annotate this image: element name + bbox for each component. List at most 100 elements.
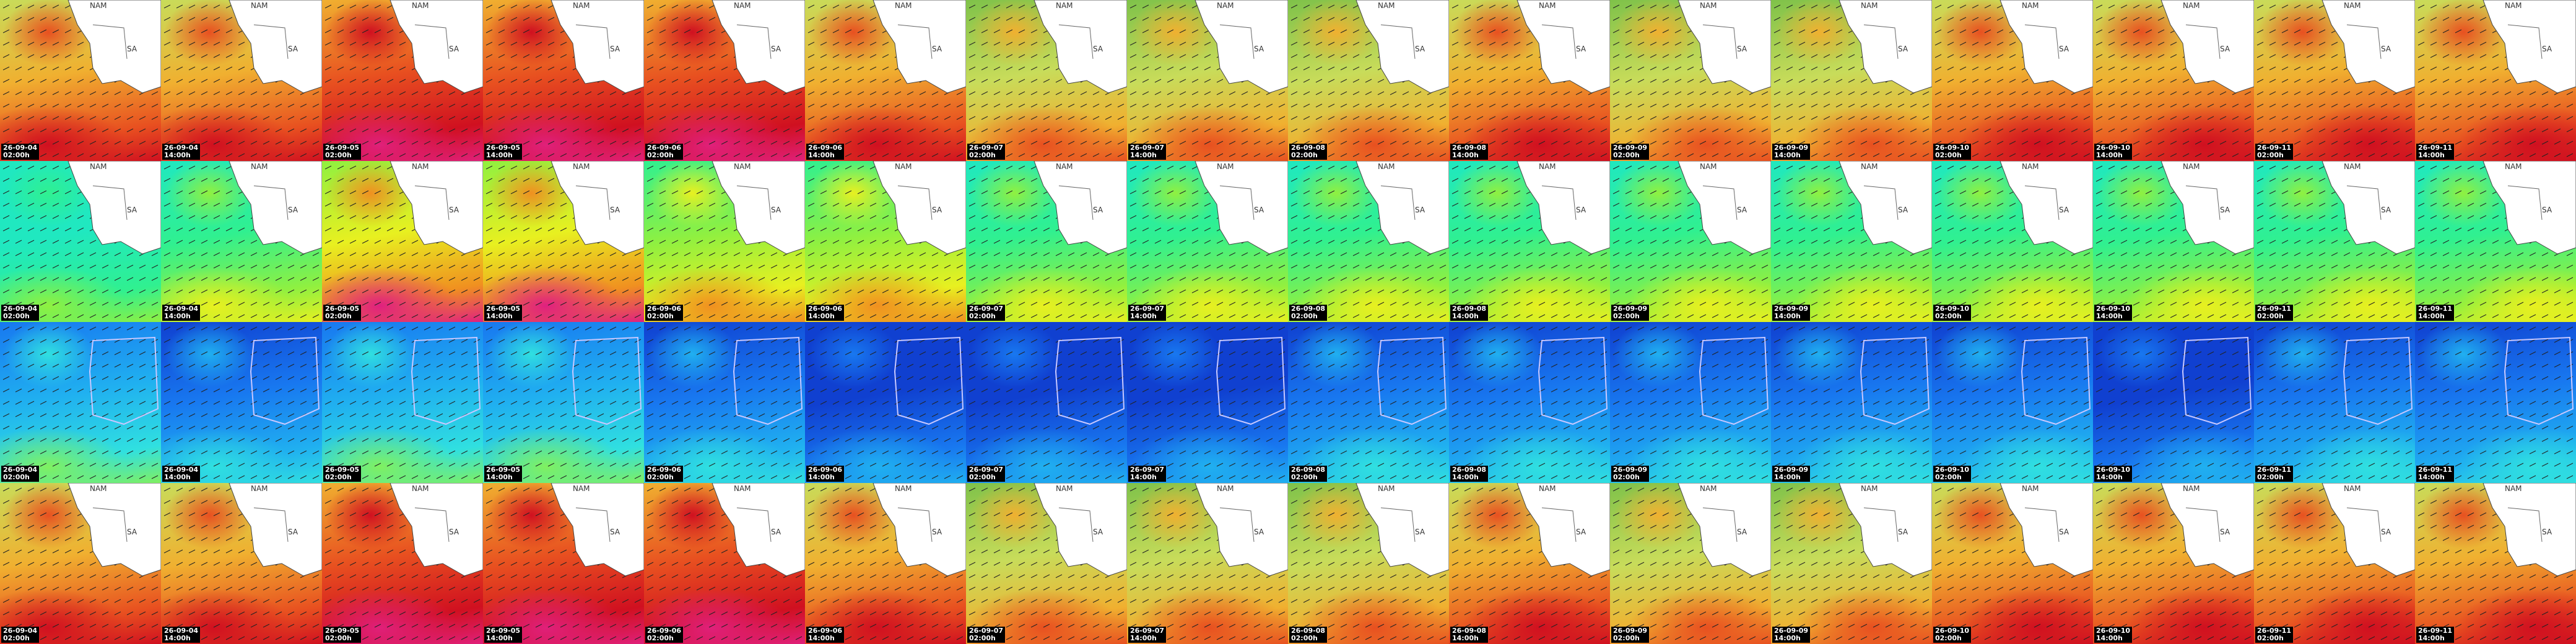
map-panel: NAM SA 26-09-07 14:00h xyxy=(1127,161,1288,322)
country-label: NAM xyxy=(895,1,912,10)
wind-arrows xyxy=(966,322,1127,483)
date-label: 26-09-05 xyxy=(486,466,521,474)
map-overlay xyxy=(0,322,161,483)
timestamp: 26-09-05 02:00h xyxy=(323,627,362,643)
country-label: SA xyxy=(449,528,459,536)
map-panel: 26-09-06 02:00h xyxy=(644,322,805,483)
land xyxy=(1838,0,1932,94)
coastline xyxy=(733,336,803,425)
land xyxy=(1838,161,1932,255)
country-label: NAM xyxy=(2022,162,2039,171)
border xyxy=(2185,24,2221,59)
date-label: 26-09-10 xyxy=(2096,627,2131,635)
border xyxy=(2346,185,2382,220)
map-panel: NAM SA 26-09-08 14:00h xyxy=(1449,0,1610,161)
timestamp: 26-09-09 02:00h xyxy=(1611,144,1650,160)
date-label: 26-09-06 xyxy=(808,627,843,635)
time-label: 02:00h xyxy=(1613,312,1640,320)
map-panel: NAM SA 26-09-04 14:00h xyxy=(161,161,322,322)
country-label: SA xyxy=(1093,45,1103,53)
timestamp: 26-09-06 02:00h xyxy=(645,144,684,160)
date-label: 26-09-08 xyxy=(1291,305,1326,313)
country-label: NAM xyxy=(895,162,912,171)
date-label: 26-09-11 xyxy=(2257,144,2292,152)
map-panel: 26-09-09 02:00h xyxy=(1610,322,1771,483)
country-label: SA xyxy=(1415,206,1425,214)
border xyxy=(253,24,289,59)
coastline xyxy=(1377,336,1447,425)
country-label: NAM xyxy=(412,162,429,171)
time-label: 14:00h xyxy=(2418,312,2445,320)
border xyxy=(2346,24,2382,59)
land xyxy=(1999,483,2093,577)
border xyxy=(2507,507,2543,542)
time-label: 14:00h xyxy=(2096,473,2123,481)
timestamp: 26-09-09 02:00h xyxy=(1611,305,1650,321)
map-panel: 26-09-11 02:00h xyxy=(2254,322,2415,483)
land xyxy=(1677,483,1771,577)
timestamp: 26-09-07 14:00h xyxy=(1128,144,1167,160)
timestamp: 26-09-08 02:00h xyxy=(1289,466,1328,482)
time-label: 02:00h xyxy=(647,634,674,642)
time-label: 14:00h xyxy=(2418,634,2445,642)
map-panel: NAM SA 26-09-05 02:00h xyxy=(322,0,483,161)
map-panel: NAM SA 26-09-06 14:00h xyxy=(805,161,966,322)
map-overlay xyxy=(1771,0,1932,161)
time-label: 02:00h xyxy=(969,634,996,642)
time-label: 02:00h xyxy=(1935,634,1962,642)
time-label: 14:00h xyxy=(808,634,835,642)
wind-arrows xyxy=(0,322,161,483)
land xyxy=(1677,0,1771,94)
date-label: 26-09-09 xyxy=(1613,144,1648,152)
wind-arrows xyxy=(161,322,322,483)
country-label: NAM xyxy=(1539,162,1556,171)
country-label: NAM xyxy=(1700,162,1717,171)
date-label: 26-09-04 xyxy=(3,627,38,635)
time-label: 02:00h xyxy=(1613,634,1640,642)
map-overlay xyxy=(805,483,966,644)
date-label: 26-09-07 xyxy=(969,144,1004,152)
land xyxy=(1516,161,1610,255)
border xyxy=(1863,24,1899,59)
date-label: 26-09-04 xyxy=(164,144,199,152)
country-label: SA xyxy=(1093,206,1103,214)
map-overlay xyxy=(322,483,483,644)
time-label: 14:00h xyxy=(2096,151,2123,159)
map-panel: NAM SA 26-09-05 14:00h xyxy=(483,483,644,644)
border xyxy=(414,185,450,220)
map-panel: 26-09-05 02:00h xyxy=(322,322,483,483)
timestamp: 26-09-09 14:00h xyxy=(1772,144,1811,160)
date-label: 26-09-08 xyxy=(1291,144,1326,152)
land xyxy=(2160,161,2254,255)
timestamp: 26-09-05 02:00h xyxy=(323,466,362,482)
land xyxy=(1194,483,1288,577)
time-label: 14:00h xyxy=(486,312,513,320)
land xyxy=(1838,483,1932,577)
map-overlay xyxy=(2254,322,2415,483)
country-label: NAM xyxy=(734,1,751,10)
time-label: 02:00h xyxy=(3,151,30,159)
date-label: 26-09-08 xyxy=(1452,144,1487,152)
timestamp: 26-09-08 02:00h xyxy=(1289,305,1328,321)
country-label: NAM xyxy=(2505,162,2522,171)
country-label: NAM xyxy=(1378,162,1395,171)
country-label: NAM xyxy=(1217,484,1234,493)
country-label: NAM xyxy=(1700,484,1717,493)
date-label: 26-09-09 xyxy=(1613,466,1648,474)
timestamp: 26-09-10 02:00h xyxy=(1933,466,1972,482)
map-overlay xyxy=(1288,483,1449,644)
timestamp: 26-09-07 14:00h xyxy=(1128,466,1167,482)
date-label: 26-09-06 xyxy=(647,144,682,152)
map-panel: NAM SA 26-09-06 14:00h xyxy=(805,483,966,644)
wind-arrows xyxy=(2093,322,2254,483)
country-label: SA xyxy=(2059,528,2069,536)
country-label: SA xyxy=(288,45,298,53)
border xyxy=(2024,24,2060,59)
date-label: 26-09-09 xyxy=(1613,627,1648,635)
country-label: NAM xyxy=(573,162,590,171)
time-label: 02:00h xyxy=(325,473,352,481)
map-overlay xyxy=(322,0,483,161)
date-label: 26-09-06 xyxy=(808,466,843,474)
map-overlay xyxy=(644,161,805,322)
date-label: 26-09-10 xyxy=(1935,305,1970,313)
